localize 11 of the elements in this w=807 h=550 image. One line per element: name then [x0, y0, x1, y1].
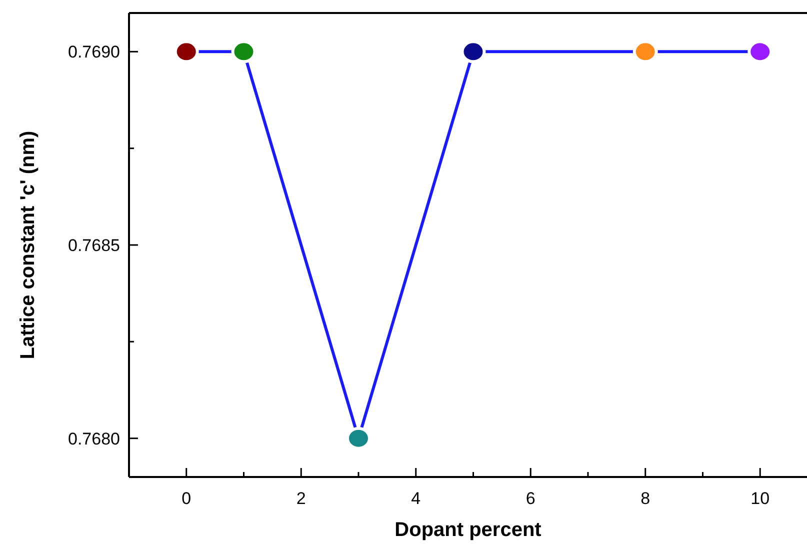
- y-tick-label: 0.7680: [68, 429, 120, 448]
- y-axis-title: Lattice constant 'c' (nm): [17, 130, 39, 360]
- x-tick-label: 4: [411, 489, 421, 508]
- x-axis-title: Dopant percent: [394, 519, 542, 541]
- y-tick-label: 0.7690: [68, 42, 120, 62]
- x-tick-label: 8: [640, 489, 650, 508]
- x-tick-label: 6: [526, 489, 536, 508]
- y-tick-label: 0.7685: [68, 236, 120, 255]
- x-tick-label: 10: [750, 489, 770, 508]
- x-tick-label: 2: [296, 489, 306, 508]
- x-tick-label: 0: [182, 489, 192, 508]
